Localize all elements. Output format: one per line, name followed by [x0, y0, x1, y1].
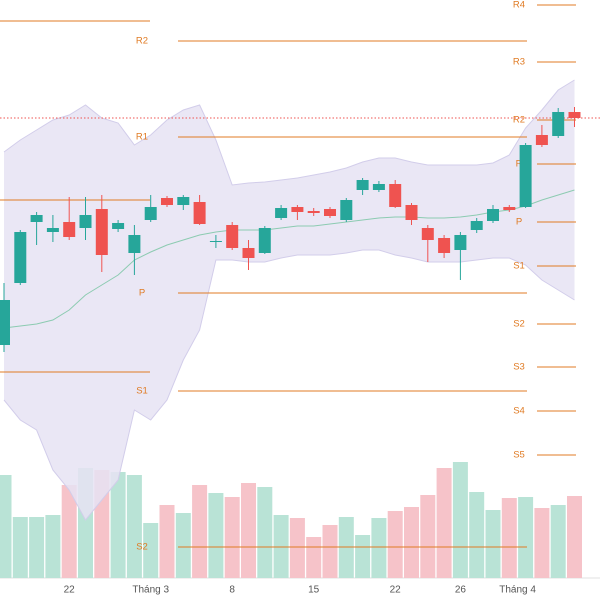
- candle-body: [503, 207, 516, 210]
- pivot-label: S2: [136, 542, 148, 553]
- candle-body: [144, 207, 157, 220]
- candle-body: [438, 238, 451, 253]
- candle-body: [307, 211, 320, 213]
- candle-body: [79, 215, 92, 228]
- x-tick-label: 8: [229, 585, 235, 596]
- volume-bar: [224, 497, 240, 578]
- x-tick-label: 22: [64, 585, 76, 596]
- volume-bar: [387, 511, 403, 578]
- candle-body: [421, 228, 434, 240]
- candle-body: [128, 235, 141, 253]
- candle-body: [177, 197, 190, 205]
- pivot-label: R: [516, 159, 523, 170]
- candle-body: [568, 112, 581, 118]
- candle-body: [340, 200, 353, 220]
- volume-bar: [371, 518, 387, 578]
- candle-body: [209, 241, 222, 242]
- pivot-label: S1: [136, 386, 148, 397]
- volume-bar: [192, 485, 208, 578]
- volume-bar: [159, 505, 175, 578]
- x-tick-label: 15: [308, 585, 320, 596]
- volume-bar: [175, 513, 191, 578]
- x-tick-label: Tháng 4: [499, 585, 536, 596]
- candle-body: [487, 209, 499, 221]
- candle-body: [356, 180, 369, 190]
- volume-bar: [420, 495, 436, 578]
- x-tick-label: Tháng 3: [132, 585, 169, 596]
- volume-bar: [289, 518, 305, 578]
- bollinger-band: [4, 80, 575, 520]
- pivot-label: S2: [513, 319, 525, 330]
- pivot-label: R3: [513, 57, 525, 68]
- volume-bar: [0, 475, 12, 578]
- candle-body: [95, 209, 108, 255]
- volume-bar: [257, 487, 273, 578]
- volume-bar: [241, 483, 256, 578]
- volume-bar: [322, 525, 338, 578]
- pivot-label: R1: [136, 132, 148, 143]
- volume-bar: [306, 537, 322, 578]
- candle-body: [535, 135, 548, 145]
- volume-bar: [61, 485, 77, 578]
- candle-body: [389, 184, 402, 207]
- volume-bar: [355, 535, 371, 578]
- volume-bar: [534, 508, 550, 578]
- candle-body: [14, 232, 27, 283]
- volume-bar: [550, 505, 566, 578]
- candle-body: [405, 205, 418, 220]
- band-mid: [3, 189, 575, 329]
- volume-bar: [485, 510, 501, 578]
- candle-body: [275, 208, 288, 218]
- candle-body: [46, 228, 59, 232]
- volume-bar: [12, 517, 28, 578]
- pivot-label: R2: [136, 36, 148, 47]
- volume-bar: [518, 497, 534, 578]
- candle-body: [291, 207, 304, 212]
- volume-bar: [469, 492, 485, 578]
- candle-body: [552, 112, 565, 136]
- candle-body: [112, 223, 125, 229]
- candle-body: [454, 235, 467, 250]
- volume-bar: [45, 515, 61, 578]
- volume-bar: [208, 493, 224, 578]
- volume-bar: [29, 517, 45, 578]
- volume-bar: [404, 507, 419, 578]
- x-tick-label: 22: [390, 585, 402, 596]
- candle-body: [226, 225, 239, 248]
- pivot-label: R4: [513, 0, 525, 11]
- x-tick-label: 26: [455, 585, 467, 596]
- band-lower: [3, 249, 575, 521]
- volume-bar: [110, 472, 126, 578]
- volume-bar: [501, 498, 517, 578]
- candle-body: [324, 209, 336, 216]
- candle-body: [161, 198, 173, 205]
- candle-body: [258, 228, 271, 253]
- volume-bar: [126, 475, 142, 578]
- candle-body: [470, 221, 483, 230]
- candle-body: [519, 145, 532, 207]
- candle-body: [242, 248, 255, 258]
- pivot-label: S3: [513, 362, 525, 373]
- volume-bar: [452, 462, 468, 578]
- volume-bar: [143, 523, 159, 578]
- volume-bar: [567, 496, 582, 578]
- candle-body: [63, 222, 76, 237]
- volume-bar: [436, 468, 452, 578]
- candle-body: [193, 202, 206, 224]
- pivot-label: R2: [513, 115, 525, 126]
- pivot-label: P: [139, 288, 145, 299]
- pivot-label: S1: [513, 261, 525, 272]
- band-upper: [3, 79, 575, 186]
- candle-body: [30, 215, 43, 222]
- pivot-label: S4: [513, 406, 525, 417]
- candle-body: [0, 300, 10, 345]
- candle-body: [372, 184, 385, 190]
- pivot-label: S5: [513, 450, 525, 461]
- pivot-label: P: [516, 217, 522, 228]
